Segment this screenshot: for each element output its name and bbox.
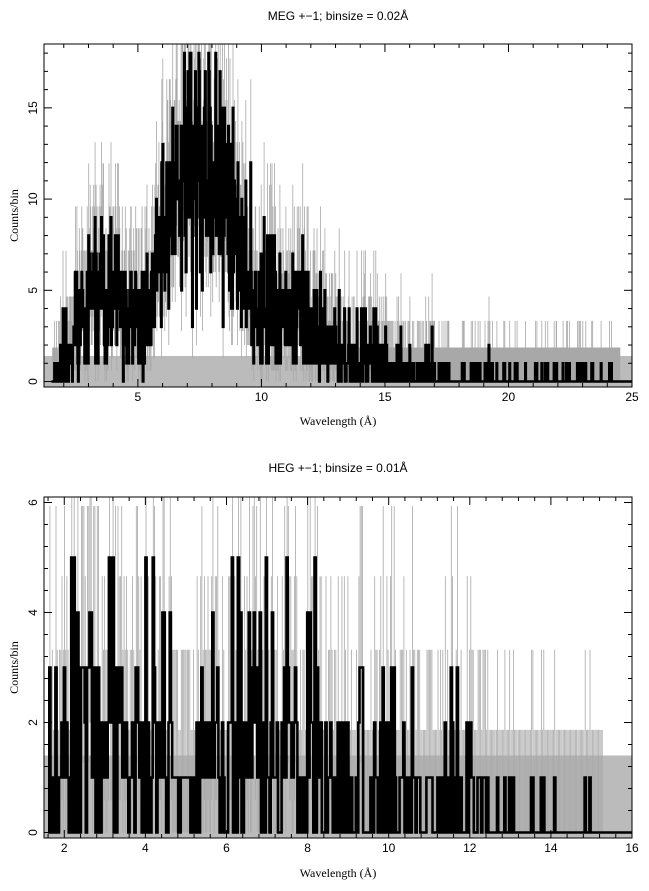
y-tick-label: 0 [26, 829, 40, 836]
x-tick-label: 6 [223, 841, 230, 855]
source-counts-histogram [51, 51, 632, 383]
plot-area [44, 44, 632, 387]
plot-frame [43, 496, 633, 839]
x-tick-label: 2 [61, 841, 68, 855]
y-tick-label: 6 [26, 499, 40, 506]
y-axis-label: Counts/bin [7, 641, 21, 694]
x-tick-label: 4 [142, 841, 149, 855]
chart-title: HEG +−1; binsize = 0.01Å [268, 460, 407, 475]
y-axis-label: Counts/bin [7, 189, 21, 242]
y-tick-label: 4 [26, 609, 40, 616]
x-axis-label: Wavelength (Å) [300, 414, 377, 428]
chart-panel-2: 2 4 6 8 10 12 14 16 0 2 4 6 HEG +−1; binsize = 0.01Å… [7, 460, 639, 880]
x-tick-label: 10 [382, 841, 396, 855]
plot-area [44, 497, 632, 838]
y-tick-label: 2 [26, 719, 40, 726]
source-counts-histogram [48, 556, 632, 834]
x-tick-label: 16 [625, 841, 639, 855]
x-tick-label: 5 [135, 390, 142, 404]
plot-frame [43, 43, 633, 388]
chart-title: MEG +−1; binsize = 0.02Å [268, 8, 408, 23]
y-tick-label: 15 [26, 101, 40, 115]
x-tick-label: 14 [544, 841, 558, 855]
y-tick-label: 5 [26, 287, 40, 294]
chart-panel-1: 5 10 15 20 25 0 5 10 15 MEG +−1; binsize = 0.02Å W… [7, 8, 639, 428]
y-tick-label: 10 [26, 192, 40, 206]
x-axis-label: Wavelength (Å) [300, 866, 377, 880]
x-tick-label: 20 [502, 390, 516, 404]
x-tick-label: 25 [625, 390, 639, 404]
x-tick-label: 12 [463, 841, 477, 855]
x-tick-label: 15 [378, 390, 392, 404]
x-tick-label: 8 [304, 841, 311, 855]
x-tick-label: 10 [255, 390, 269, 404]
y-tick-label: 0 [26, 378, 40, 385]
